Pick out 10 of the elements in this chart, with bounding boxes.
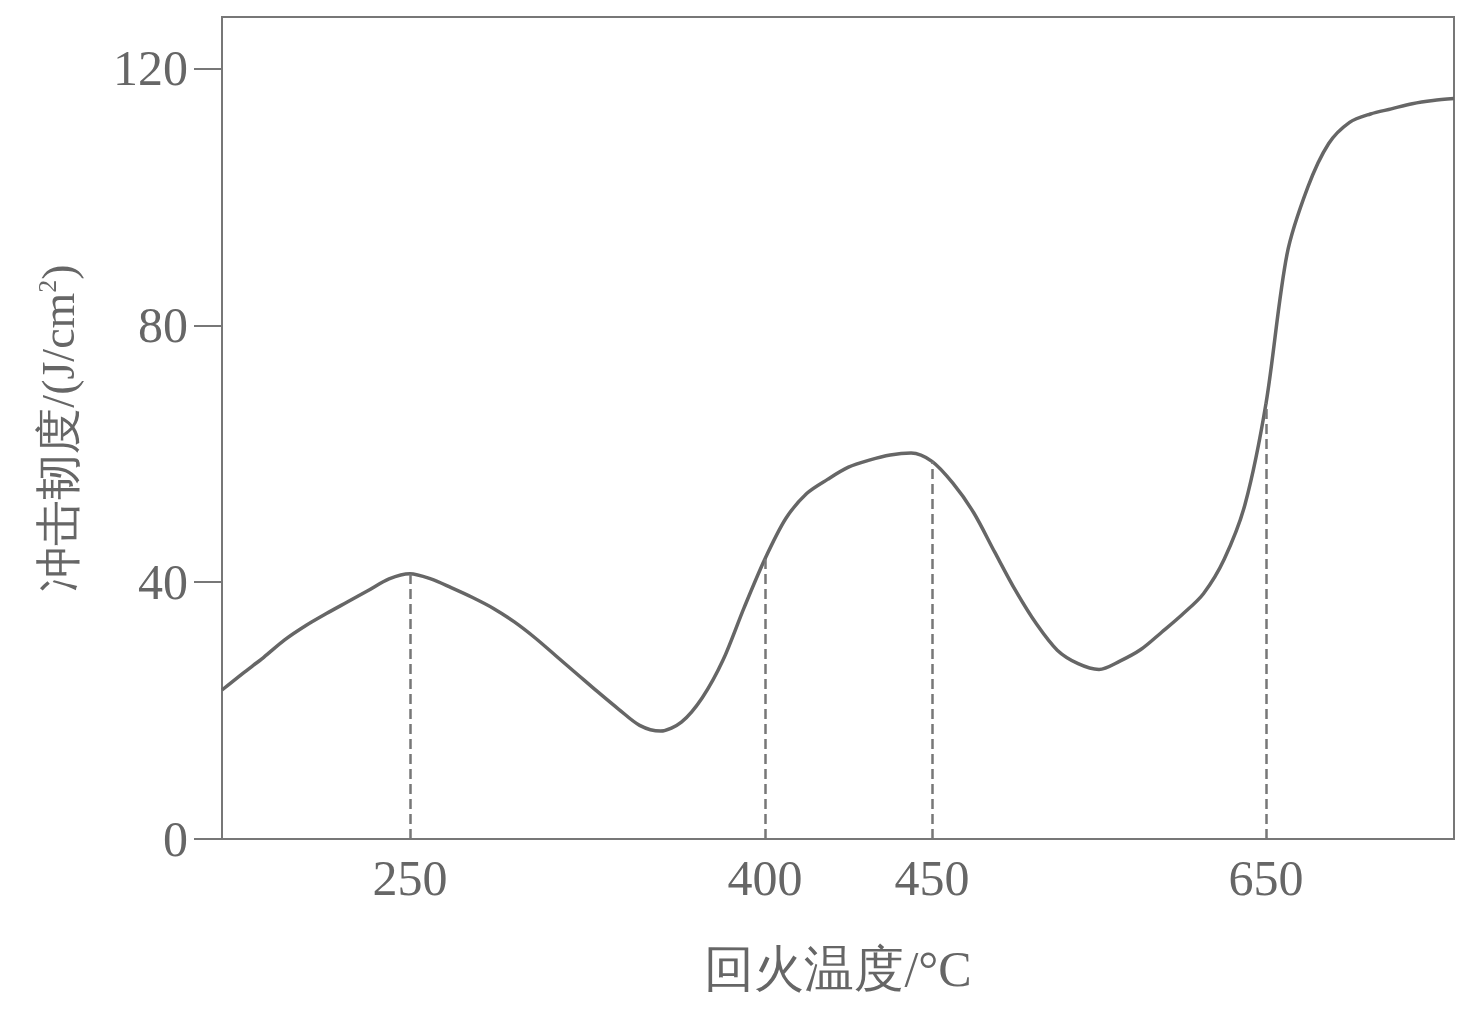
y-tick-label: 40 xyxy=(138,554,188,611)
x-tick-label: 450 xyxy=(894,850,970,906)
y-tick-label: 120 xyxy=(113,40,188,97)
y-axis-title: 冲击韧度/(J/cm2) xyxy=(32,264,84,592)
x-tick-label: 400 xyxy=(727,850,803,906)
x-axis-title: 回火温度/°C xyxy=(704,941,972,997)
y-tick-label: 0 xyxy=(163,811,188,867)
x-tick-label: 250 xyxy=(372,850,448,906)
x-tick-label: 650 xyxy=(1228,850,1304,906)
y-tick-label: 80 xyxy=(138,297,188,354)
